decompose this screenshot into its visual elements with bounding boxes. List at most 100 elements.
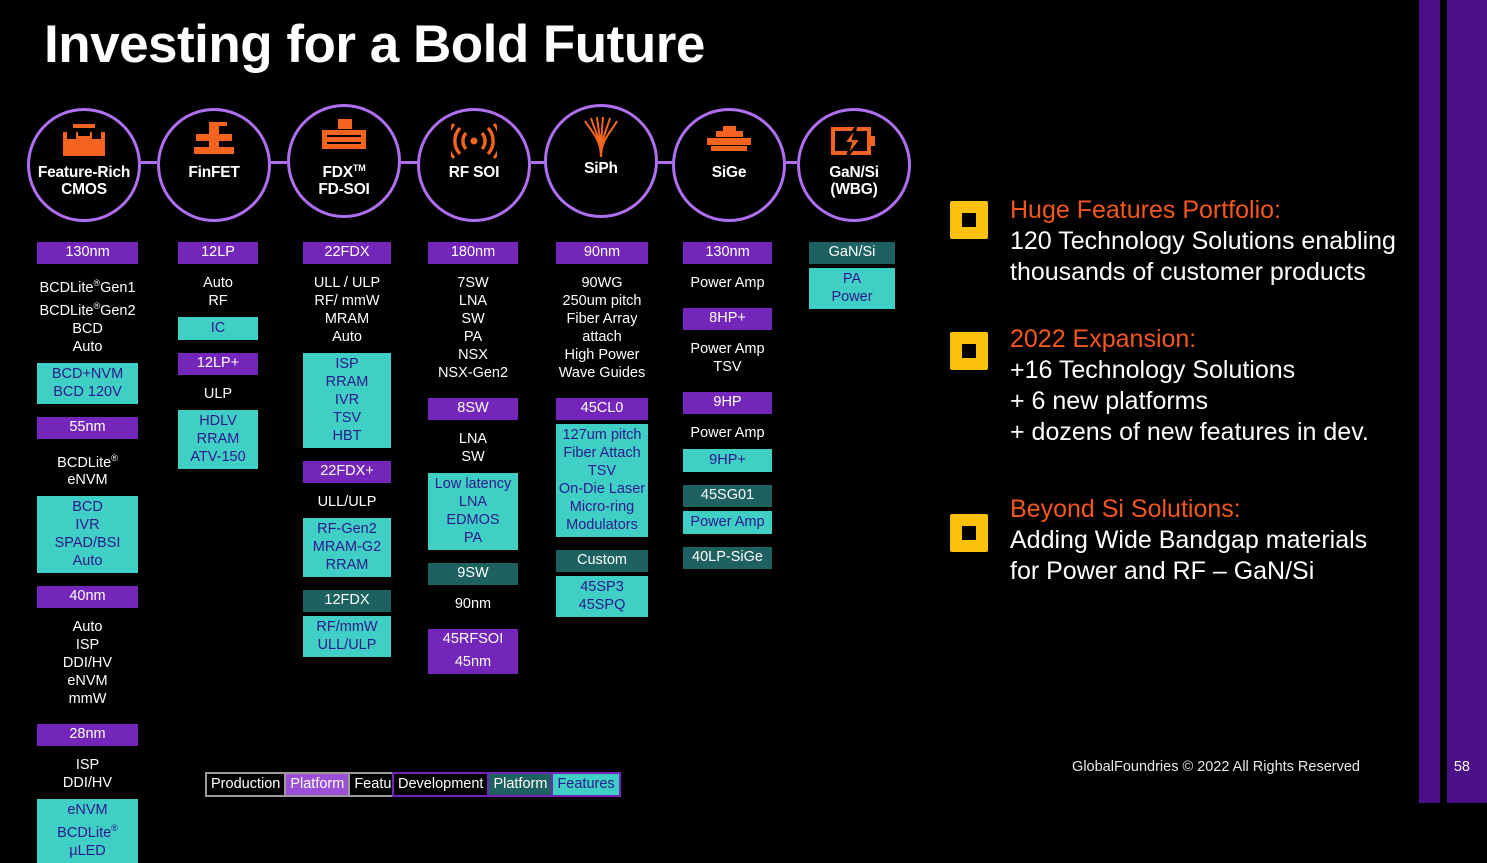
pillar-circle-gan-si[interactable]: GaN/Si (WBG) [797,108,911,222]
feature-line: ULL/ULP [317,637,377,653]
node-header[interactable]: 28nm [37,724,138,747]
node-header[interactable]: 40nm [37,586,138,609]
block-spacer [178,264,258,272]
feature-block: 9HP+ [683,449,772,472]
highlight-item-3: Beyond Si Solutions: Adding Wide Bandgap … [950,492,1367,587]
node-header[interactable]: 40LP-SiGe [683,547,772,569]
block-spacer [303,483,391,491]
legend-development: Development Platform Features [392,772,621,797]
pillar-label: SiGe [711,164,747,181]
node-header[interactable]: 22FDX+ [303,461,391,483]
feature-line: Fiber Attach [563,445,641,461]
pillar-label: FinFET [188,164,240,181]
node-header[interactable]: 22FDX [303,242,391,264]
feature-line: RF/mmW [316,619,378,635]
node-header[interactable]: 8SW [428,398,518,420]
feature-line: eNVM [67,673,108,690]
node-header[interactable]: 12FDX [303,590,391,612]
node-header[interactable]: 45RFSOI [428,629,518,651]
node-header[interactable]: 8HP+ [683,308,772,330]
legend-divider [487,774,490,795]
bullet-inner-square [962,526,976,540]
node-header[interactable]: 12LP+ [178,353,258,375]
pillar-connector [141,161,157,164]
feature-block: IC [178,317,258,340]
pillar-circle-feature-rich[interactable]: Feature-Rich CMOS [27,108,141,222]
node-header[interactable]: 12LP [178,242,258,264]
block-spacer [683,534,772,547]
pillar-circle-rf-soi[interactable]: RF SOI [417,108,531,222]
pillar-label: SiPh [584,160,618,177]
node-header[interactable]: 9HP [683,392,772,414]
fdsoi-stack-icon [320,116,368,158]
node-header[interactable]: Custom [556,550,648,572]
battery-bolt-icon [831,120,877,162]
pillar-connector [658,161,672,164]
block-spacer [37,746,138,754]
feature-line: 90nm [454,596,492,612]
block-spacer [37,608,138,616]
highlight-body-line: thousands of customer products [1010,258,1366,286]
highlight-body-line: + dozens of new features in dev. [1010,418,1369,446]
pillar-circle-fdx[interactable]: FDXTM FD-SOI [287,104,401,218]
legend-development-platform: Platform [489,774,552,795]
node-header[interactable]: 90nm [556,242,648,264]
feature-block: Power Amp [683,272,772,295]
feature-line: 250um pitch [562,293,642,309]
footer-page-number: 58 [1453,759,1470,775]
feature-block: RF-Gen2 MRAM-G2 RRAM [303,518,391,577]
feature-line: Wave Guides [558,365,646,381]
feature-line: BCDLite® [57,452,118,471]
tech-column-siph: 90nm 90WG 250um pitch Fiber Array attach High… [556,242,648,617]
tech-column-rfsoi: 180nm 7SW LNA SW PA NSX NSX-Gen2 8SW LNA SW Low la… [428,242,518,674]
node-header[interactable]: 55nm [37,416,138,439]
block-spacer [303,448,391,461]
block-spacer [683,264,772,272]
legend-divider [284,774,287,795]
node-header[interactable]: 130nm [683,242,772,264]
bullet-square-icon [950,201,988,239]
node-header[interactable]: 9SW [428,563,518,585]
feature-line: NSX [458,347,488,363]
feature-block: ISP RRAM IVR TSV HBT [303,353,391,448]
node-header[interactable]: 45SG01 [683,485,772,507]
block-spacer [303,264,391,272]
pillar-circle-sige[interactable]: SiGe [672,108,786,222]
feature-line: Low latency [434,476,512,492]
block-spacer [178,375,258,383]
tech-column-sige: 130nm Power Amp 8HP+ Power Amp TSV 9HP Power A… [683,242,772,569]
tech-column-cmos: 130nm BCDLite®Gen1 BCDLite®Gen2 BCD Auto BCD+… [37,242,138,863]
node-header[interactable]: 130nm [37,242,138,264]
legend-divider [348,774,351,795]
block-spacer [37,439,138,447]
feature-line: MRAM [324,311,370,327]
feature-line: attach [582,329,622,345]
feature-block: PA Power [809,268,895,309]
block-spacer [556,385,648,398]
pillar-circle-siph[interactable]: SiPh [544,104,658,218]
feature-line: RRAM [325,374,369,390]
feature-block: 45SP3 45SPQ [556,576,648,617]
feature-line: TSV [332,410,362,426]
feature-line: Fiber Array [566,311,638,327]
node-header[interactable]: 45CL0 [556,398,648,420]
pillar-connector [271,161,287,164]
block-spacer [556,264,648,272]
feature-line: Power Amp [690,425,765,441]
legend-divider [551,774,554,795]
feature-line: Power [831,289,873,305]
legend-development-label: Development [394,774,488,795]
feature-line: IVR [75,517,100,534]
node-header[interactable]: 180nm [428,242,518,264]
feature-line: PA [463,530,483,546]
tech-column-finfet: 12LP Auto RF IC 12LP+ ULP HDLV RRAM ATV-150 [178,242,258,469]
pillar-connector [531,161,544,164]
feature-block: Low latency LNA EDMOS PA [428,473,518,550]
highlight-text: Huge Features Portfolio: 120 Technology S… [1010,193,1396,288]
rf-waves-icon [451,120,497,162]
finfet-transistor-icon [192,120,236,162]
highlight-body-line: Adding Wide Bandgap materials [1010,526,1368,554]
node-header[interactable]: GaN/Si [809,242,895,264]
pillar-circle-finfet[interactable]: FinFET [157,108,271,222]
block-spacer [428,420,518,428]
